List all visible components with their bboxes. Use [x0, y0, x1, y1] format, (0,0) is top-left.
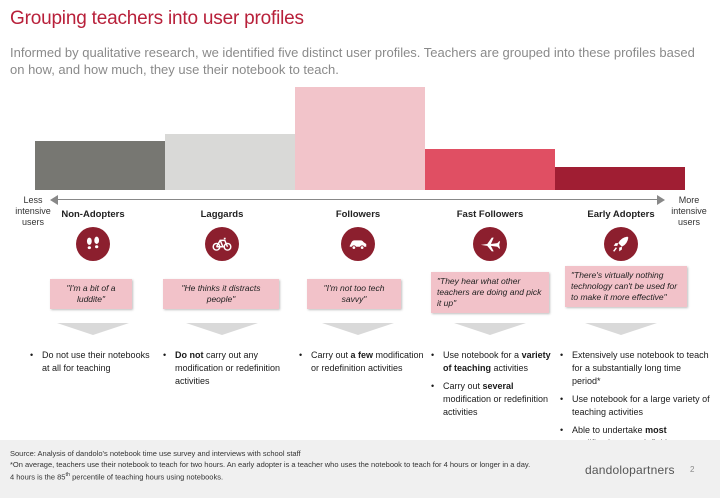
footprints-icon: [76, 227, 110, 261]
chevron-down-icon: [322, 323, 394, 335]
bar-fast-followers: [425, 149, 555, 190]
bullet-item: Carry out a few modification or redefini…: [299, 349, 424, 375]
bullets-non-adopters: Do not use their notebooks at all for te…: [30, 349, 152, 380]
bullets-fast-followers: Use notebook for a variety of teaching a…: [431, 349, 555, 424]
quote-non-adopters: "I'm a bit of a luddite": [50, 279, 132, 309]
bullet-item: Use notebook for a variety of teaching a…: [431, 349, 555, 375]
footer-notes: Source: Analysis of dandolo's notebook t…: [10, 448, 570, 483]
page-title: Grouping teachers into user profiles: [10, 8, 304, 29]
bullet-item: Carry out several modification or redefi…: [431, 380, 555, 419]
rocket-icon: [604, 227, 638, 261]
axis-left-label: Less intensive users: [15, 195, 51, 227]
profile-name-early-adopters: Early Adopters: [587, 209, 655, 220]
page-number: 2: [690, 465, 695, 474]
bar-non-adopters: [35, 141, 165, 190]
bullets-followers: Carry out a few modification or redefini…: [299, 349, 424, 380]
bar-followers: [295, 87, 425, 190]
bullets-laggards: Do not carry out any modification or red…: [163, 349, 283, 393]
axis-arrow-left-icon: [50, 195, 58, 205]
profile-name-fast-followers: Fast Followers: [456, 209, 524, 220]
chevron-down-icon: [585, 323, 657, 335]
bullet-item: Use notebook for a large variety of teac…: [560, 393, 710, 419]
bullet-item: Do not use their notebooks at all for te…: [30, 349, 152, 375]
intensity-axis: [55, 199, 660, 200]
footer-source: Source: Analysis of dandolo's notebook t…: [10, 449, 301, 458]
quote-laggards: "He thinks it distracts people": [163, 279, 279, 309]
chevron-down-icon: [454, 323, 526, 335]
page-subtitle: Informed by qualitative research, we ide…: [10, 45, 695, 77]
profile-name-non-adopters: Non-Adopters: [61, 209, 125, 220]
footer-bar: [0, 440, 720, 498]
bullet-item: Extensively use notebook to teach for a …: [560, 349, 710, 388]
chevron-down-icon: [186, 323, 258, 335]
brand-logo: dandolopartners: [585, 463, 675, 477]
bar-laggards: [165, 134, 295, 190]
profile-name-followers: Followers: [335, 209, 381, 220]
quote-followers: "I'm not too tech savvy": [307, 279, 401, 309]
profile-name-laggards: Laggards: [200, 209, 244, 220]
bar-early-adopters: [555, 167, 685, 190]
quote-fast-followers: "They hear what other teachers are doing…: [431, 272, 549, 313]
airplane-icon: [473, 227, 507, 261]
bullet-item: Do not carry out any modification or red…: [163, 349, 283, 388]
footer-note-1: *On average, teachers use their notebook…: [10, 460, 531, 469]
axis-arrow-right-icon: [657, 195, 665, 205]
footer-note-2: 4 hours is the 85th percentile of teachi…: [10, 472, 224, 482]
chevron-down-icon: [57, 323, 129, 335]
axis-right-label: More intensive users: [671, 195, 707, 227]
car-icon: [341, 227, 375, 261]
quote-early-adopters: "There's virtually nothing technology ca…: [565, 266, 687, 307]
bicycle-icon: [205, 227, 239, 261]
